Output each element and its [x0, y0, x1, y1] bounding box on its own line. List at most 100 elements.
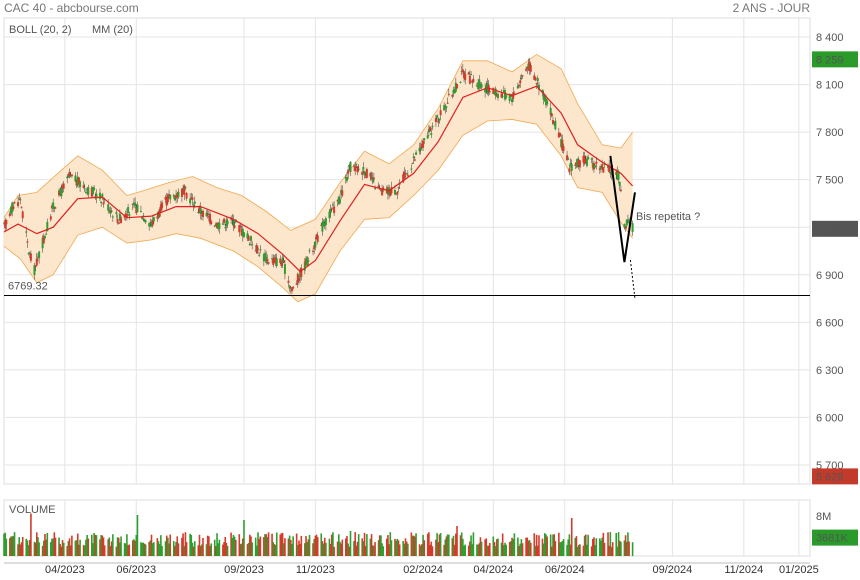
volume-bar [266, 537, 269, 556]
volume-bar [608, 545, 610, 556]
candle-body [341, 190, 344, 196]
candle-body [93, 187, 96, 190]
candle-body [456, 84, 459, 89]
candle-body [190, 197, 193, 199]
candle-body [546, 100, 549, 105]
candle-body [345, 177, 348, 181]
volume-bar [284, 538, 286, 556]
volume-bar [446, 534, 449, 556]
candle-body [180, 188, 183, 197]
volume-bar [448, 534, 450, 556]
volume-bar [175, 541, 177, 556]
volume-bar [240, 543, 243, 556]
candle-body [82, 185, 85, 188]
volume-bar [463, 545, 465, 556]
candle-body [144, 220, 147, 223]
volume-bar [519, 543, 522, 556]
candle-body [60, 187, 63, 197]
volume-bar [477, 544, 479, 556]
volume-bar [315, 534, 318, 556]
volume-bar [215, 546, 217, 556]
candle-body [43, 235, 46, 238]
candle-body [486, 83, 489, 94]
candle-body [587, 156, 590, 160]
candle-body [115, 212, 118, 215]
volume-bar [198, 534, 201, 556]
volume-bar [333, 546, 335, 556]
candle-body [26, 241, 29, 243]
candle-body [143, 218, 146, 222]
volume-bar [238, 534, 241, 556]
candle-body [305, 258, 308, 266]
volume-bar [574, 537, 577, 556]
volume-bar [135, 534, 138, 556]
candle-body [107, 204, 110, 211]
candle-body [566, 155, 569, 161]
candle-body [18, 198, 21, 200]
commentary-text: Bis repetita ? [636, 211, 700, 223]
candle-body [349, 161, 352, 172]
volume-bar [535, 534, 538, 556]
candle-body [38, 251, 41, 259]
candle-body [534, 77, 537, 81]
volume-bar [577, 545, 580, 556]
volume-bar [460, 532, 463, 556]
candle-body [434, 117, 437, 123]
volume-bar [258, 539, 260, 556]
candle-body [608, 165, 611, 173]
candle-body [264, 252, 267, 257]
volume-bar [216, 533, 218, 556]
volume-bar [306, 541, 308, 556]
volume-bar [394, 538, 396, 556]
candle-body [296, 273, 299, 283]
candle-body [169, 194, 172, 200]
candle-body [418, 147, 421, 152]
candle-body [84, 191, 87, 193]
volume-bar [123, 543, 126, 556]
last-price-tag: 7 190 [816, 224, 844, 236]
volume-bar [272, 542, 275, 556]
candle-body [371, 177, 374, 182]
volume-bar [544, 533, 546, 556]
volume-bar [109, 545, 112, 556]
candle-body [315, 234, 318, 240]
candle-body [511, 98, 514, 103]
volume-bar [233, 536, 236, 556]
candle-body [447, 93, 450, 95]
volume-bar [158, 544, 161, 556]
candle-body [116, 219, 119, 223]
candle-body [377, 185, 380, 188]
candle-body [569, 162, 572, 166]
candle-body [542, 93, 545, 100]
candle-body [452, 89, 455, 94]
volume-bar [69, 545, 72, 556]
volume-bar [232, 535, 235, 556]
candle-body [52, 202, 55, 209]
candle-body [426, 135, 429, 139]
candle-body [610, 172, 613, 175]
candle-body [224, 227, 227, 229]
candle-body [520, 77, 523, 79]
candle-body [254, 250, 257, 252]
volume-bar [587, 534, 589, 556]
volume-bar [430, 541, 433, 556]
volume-bar [11, 536, 13, 556]
candle-body [443, 105, 446, 111]
candle-body [584, 159, 587, 163]
volume-bar [615, 532, 618, 556]
candle-body [591, 162, 594, 168]
candle-body [134, 202, 137, 207]
volume-bar [201, 544, 203, 556]
volume-bar [426, 533, 429, 556]
candle-body [297, 277, 300, 281]
candle-body [535, 83, 538, 85]
volume-bar [148, 542, 150, 556]
volume-bar [199, 545, 202, 556]
volume-bar [74, 540, 77, 556]
candle-body [141, 216, 144, 219]
volume-bar [593, 537, 595, 556]
volume-bar [453, 544, 456, 556]
candle-body [58, 190, 61, 196]
candle-body [493, 92, 496, 94]
candle-body [108, 209, 111, 211]
